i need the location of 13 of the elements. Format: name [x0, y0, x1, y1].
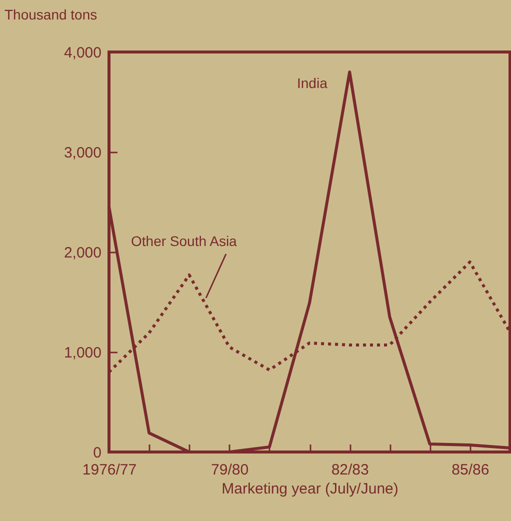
- y-axis-title: Thousand tons: [4, 6, 98, 22]
- y-tick-label: 1,000: [64, 344, 102, 362]
- x-axis-title: Marketing year (July/June): [222, 480, 398, 498]
- series-label: India: [297, 75, 328, 91]
- y-tick-label: 0: [93, 444, 102, 462]
- y-tick-label: 4,000: [64, 44, 102, 62]
- y-tick-label: 3,000: [64, 144, 102, 162]
- x-tick-label: 82/83: [331, 462, 369, 478]
- x-tick-label: 79/80: [211, 462, 249, 478]
- text: Other South Asia: [131, 233, 238, 249]
- x-tick-label: 1976/77: [82, 462, 137, 478]
- x-tick-label: 85/86: [452, 462, 490, 478]
- y-tick-label: 2,000: [64, 244, 102, 262]
